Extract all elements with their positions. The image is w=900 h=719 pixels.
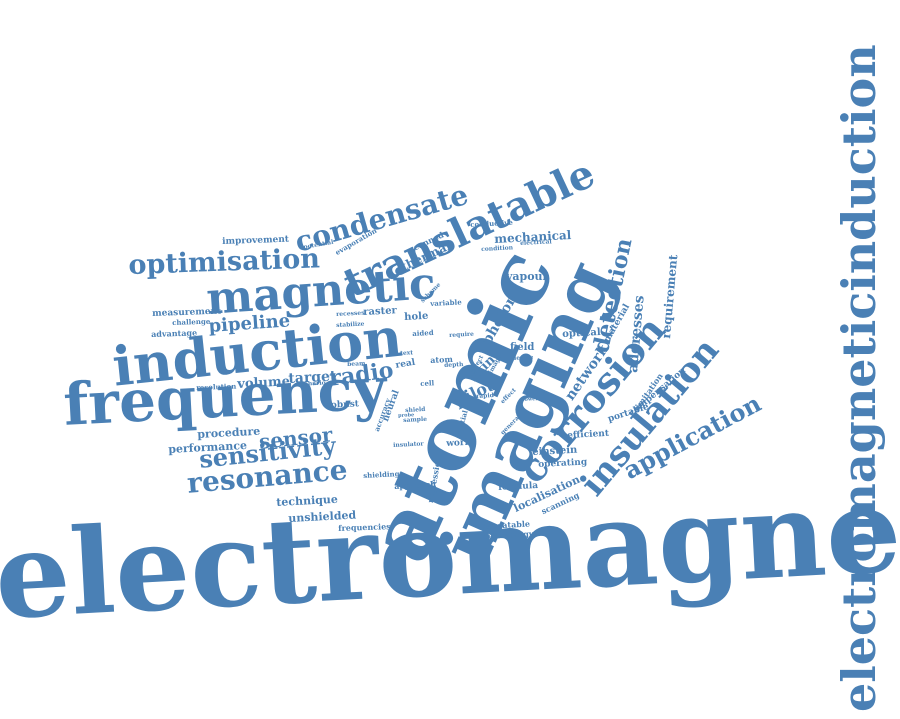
cloud-word-frequencies: frequencies [337, 521, 391, 533]
cloud-word-aided: aided [411, 327, 434, 338]
cloud-word-requirement: requirement [659, 254, 681, 340]
cloud-word-challenge: challenge [171, 316, 211, 327]
cloud-word-cell: cell [419, 378, 435, 388]
cloud-word-electrical: electrical [519, 238, 552, 247]
cloud-word-advantage: advantage [150, 327, 198, 339]
cloud-word-resolution: resolution [195, 381, 237, 392]
cloud-word-shielding: shielding [362, 469, 400, 480]
cloud-word-device: device [511, 353, 534, 362]
cloud-word-depth: depth [443, 360, 464, 369]
cloud-word-electromagneticinduction: electromagneticinduction [832, 44, 886, 712]
cloud-word-conductive: conductive [469, 217, 514, 229]
cloud-word-beam: beam [346, 360, 366, 368]
cloud-word-probe: probe [397, 412, 415, 419]
cloud-word-approach: approach [393, 478, 437, 491]
cloud-word-robust: robust [325, 399, 360, 411]
cloud-word-variable: variable [429, 297, 462, 308]
cloud-word-technology: technology [483, 528, 534, 541]
cloud-word-technique: technique [275, 492, 339, 509]
cloud-word-vapour: vapour [506, 270, 549, 283]
cloud-word-world: world [445, 437, 475, 449]
cloud-word-efficient: efficient [566, 428, 610, 441]
cloud-word-field: field [510, 342, 535, 353]
cloud-word-text: text [399, 349, 414, 357]
cloud-word-rapid: rapid [475, 392, 495, 400]
cloud-word-optical: optical [561, 326, 601, 340]
cloud-word-hole: hole [403, 310, 429, 323]
cloud-word-procedure: procedure [196, 424, 261, 441]
cloud-word-power: power [520, 396, 539, 403]
cloud-word-raster: raster [362, 305, 398, 318]
cloud-word-require: require [448, 330, 475, 339]
cloud-word-optimisation: optimisation [127, 243, 321, 281]
cloud-word-volume: volume [236, 374, 291, 392]
cloud-word-real: real [394, 357, 416, 371]
